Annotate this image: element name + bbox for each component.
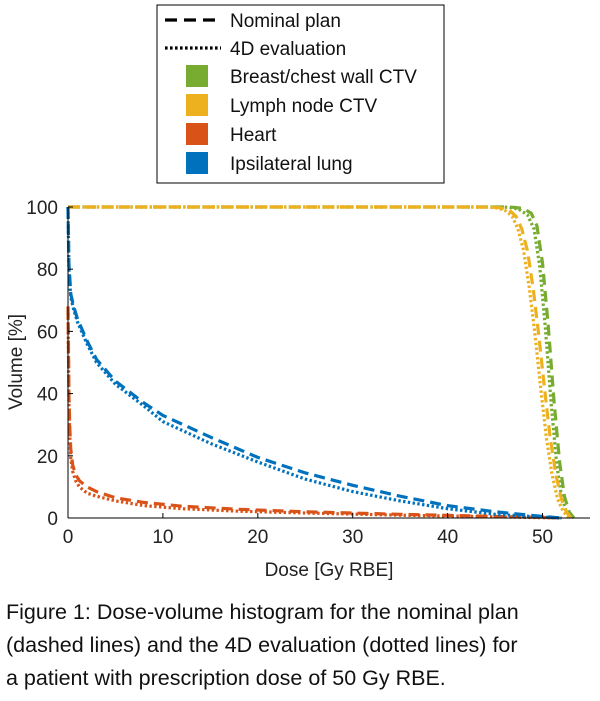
x-tick-label: 10 <box>152 527 173 548</box>
y-tick-label: 80 <box>37 260 58 281</box>
x-axis-label: Dose [Gy RBE] <box>265 560 394 581</box>
y-axis-label: Volume [%] <box>6 314 27 410</box>
caption-line-1: Figure 1: Dose-volume histogram for the … <box>6 600 519 624</box>
series-line-heart-nominal <box>66 306 562 520</box>
legend-label-ipsilateral-lung: Ipsilateral lung <box>230 154 353 175</box>
figure-caption: Figure 1: Dose-volume histogram for the … <box>6 596 596 695</box>
caption-line-3: a patient with prescription dose of 50 G… <box>6 666 446 690</box>
plot-area: 0 10 20 30 40 50 0 20 40 60 80 100 Dose [Gy RBE] V… <box>6 198 590 581</box>
series-line-ipsilateral-lung-nominal <box>66 206 562 520</box>
series-line-ipsilateral-lung-4d-evaluation <box>66 206 562 520</box>
series-line-heart-4d-evaluation <box>66 312 562 520</box>
legend-label-breast-chest-wall-ctv: Breast/chest wall CTV <box>230 67 417 88</box>
series-line-lymph-node-ctv-4d-evaluation <box>68 205 571 520</box>
legend-swatch-heart <box>186 123 208 145</box>
legend-label-lymph-node-ctv: Lymph node CTV <box>230 96 377 117</box>
axes-frame <box>67 207 590 519</box>
legend-label-nominal-plan: Nominal plan <box>230 11 341 32</box>
dvh-chart: Nominal plan 4D evaluation Breast/chest wa… <box>6 4 590 581</box>
y-tick-label: 60 <box>37 322 58 343</box>
x-tick-label: 30 <box>342 527 363 548</box>
legend: Nominal plan 4D evaluation Breast/chest wa… <box>156 4 445 184</box>
series-line-breast-chest-wall-ctv-4d-evaluation <box>68 205 573 519</box>
y-tick-label: 0 <box>47 509 58 530</box>
legend-label-heart: Heart <box>230 125 277 146</box>
series-line-breast-chest-wall-ctv-nominal <box>68 205 576 519</box>
y-tick-label: 40 <box>37 385 58 406</box>
x-tick-label: 20 <box>247 527 268 548</box>
legend-swatch-breast-chest-wall-ctv <box>186 65 208 87</box>
y-tick-label: 100 <box>26 198 58 219</box>
legend-swatch-lymph-node-ctv <box>186 94 208 116</box>
legend-swatch-ipsilateral-lung <box>186 152 208 174</box>
y-tick-label: 20 <box>37 447 58 468</box>
x-tick-label: 0 <box>63 527 74 548</box>
legend-label-4d-evaluation: 4D evaluation <box>230 39 346 60</box>
series-line-lymph-node-ctv-nominal <box>68 205 573 519</box>
x-tick-label: 40 <box>437 527 458 548</box>
caption-line-2: (dashed lines) and the 4D evaluation (do… <box>6 633 518 657</box>
x-tick-label: 50 <box>532 527 553 548</box>
